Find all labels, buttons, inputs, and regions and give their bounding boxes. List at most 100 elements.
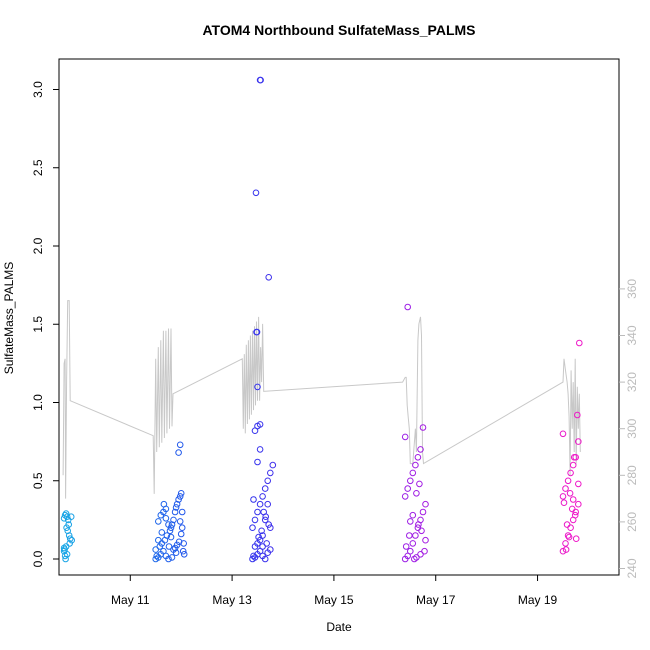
data-point bbox=[401, 433, 409, 441]
right-axis-series bbox=[62, 300, 581, 499]
y-tick-label: 0.0 bbox=[31, 550, 45, 567]
y-axis: 0.0 0.5 1.0 1.5 2.0 2.5 3.0 bbox=[31, 81, 59, 567]
data-point bbox=[568, 505, 576, 513]
data-point bbox=[414, 454, 422, 461]
data-point bbox=[176, 518, 184, 525]
data-point bbox=[62, 510, 70, 517]
data-point bbox=[63, 513, 71, 521]
right-y-tick-label: 300 bbox=[625, 418, 639, 438]
scatter-points bbox=[60, 76, 583, 563]
data-point bbox=[165, 521, 172, 528]
data-point bbox=[265, 521, 273, 528]
data-point bbox=[261, 516, 269, 524]
data-point bbox=[262, 513, 270, 521]
data-point bbox=[567, 524, 574, 532]
data-point bbox=[265, 274, 273, 281]
data-point bbox=[250, 496, 257, 503]
data-point bbox=[178, 508, 186, 516]
y-axis-label: SulfateMass_PALMS bbox=[2, 262, 16, 375]
data-point bbox=[562, 540, 569, 547]
data-point bbox=[168, 521, 176, 528]
data-point bbox=[569, 461, 577, 469]
data-point bbox=[401, 493, 409, 500]
data-point bbox=[415, 521, 422, 528]
data-point bbox=[259, 532, 266, 539]
right-y-tick-label: 260 bbox=[625, 512, 639, 532]
data-point bbox=[256, 500, 264, 508]
data-point bbox=[569, 496, 577, 503]
data-point bbox=[179, 547, 187, 555]
data-point bbox=[254, 458, 261, 466]
data-point bbox=[417, 446, 424, 453]
y-tick-label: 1.0 bbox=[31, 394, 45, 411]
data-point bbox=[559, 493, 567, 500]
data-point bbox=[61, 552, 69, 560]
y-tick-label: 3.0 bbox=[31, 81, 45, 98]
data-point bbox=[63, 551, 71, 558]
data-point bbox=[173, 500, 181, 508]
data-point bbox=[559, 430, 567, 438]
data-point bbox=[171, 544, 179, 552]
data-point bbox=[175, 496, 182, 503]
data-point bbox=[576, 339, 583, 347]
data-point bbox=[409, 469, 417, 477]
data-point bbox=[570, 454, 578, 461]
data-point bbox=[404, 485, 412, 492]
data-point bbox=[155, 518, 162, 525]
right-y-tick-label: 320 bbox=[625, 372, 639, 392]
right-y-tick-label: 240 bbox=[625, 558, 639, 578]
data-point bbox=[412, 532, 419, 539]
data-point bbox=[170, 516, 177, 524]
data-point bbox=[559, 547, 567, 555]
data-point bbox=[61, 511, 69, 519]
data-point bbox=[171, 508, 179, 516]
data-point bbox=[409, 511, 417, 519]
data-point bbox=[575, 500, 582, 508]
data-point bbox=[252, 189, 260, 197]
data-point bbox=[66, 540, 73, 547]
right-y-tick-label: 340 bbox=[625, 325, 639, 345]
data-point bbox=[256, 421, 264, 428]
data-point bbox=[404, 303, 412, 311]
data-point bbox=[257, 76, 264, 84]
data-point bbox=[65, 521, 72, 528]
data-point bbox=[172, 504, 180, 511]
data-point bbox=[562, 546, 570, 553]
data-point bbox=[162, 515, 170, 522]
series-line bbox=[62, 300, 581, 499]
data-point bbox=[567, 469, 574, 477]
data-point bbox=[563, 521, 571, 528]
data-point bbox=[412, 461, 419, 469]
data-point bbox=[406, 532, 413, 539]
data-point bbox=[160, 500, 168, 508]
data-point bbox=[60, 544, 68, 552]
data-point bbox=[409, 540, 417, 547]
y-tick-label: 1.5 bbox=[31, 316, 45, 333]
data-point bbox=[62, 555, 69, 563]
data-point bbox=[407, 547, 414, 555]
data-point bbox=[407, 518, 414, 525]
data-point bbox=[417, 551, 424, 558]
data-point bbox=[418, 527, 425, 535]
data-point bbox=[250, 552, 257, 560]
data-point bbox=[249, 524, 256, 532]
data-point bbox=[256, 446, 264, 453]
y-tick-label: 0.5 bbox=[31, 472, 45, 489]
data-point bbox=[254, 508, 261, 516]
data-point bbox=[264, 500, 272, 508]
data-point bbox=[177, 490, 185, 497]
data-point bbox=[407, 477, 414, 485]
data-point bbox=[564, 532, 572, 539]
right-y-tick-label: 360 bbox=[625, 279, 639, 299]
data-point bbox=[571, 511, 579, 519]
data-point bbox=[167, 533, 175, 541]
data-point bbox=[166, 527, 174, 535]
x-tick-label: May 11 bbox=[111, 593, 150, 607]
data-point bbox=[575, 438, 582, 445]
right-y-tick-label: 280 bbox=[625, 465, 639, 485]
data-point bbox=[264, 477, 272, 485]
data-point bbox=[158, 529, 166, 536]
data-point bbox=[422, 500, 429, 508]
y-tick-label: 2.0 bbox=[31, 237, 45, 254]
